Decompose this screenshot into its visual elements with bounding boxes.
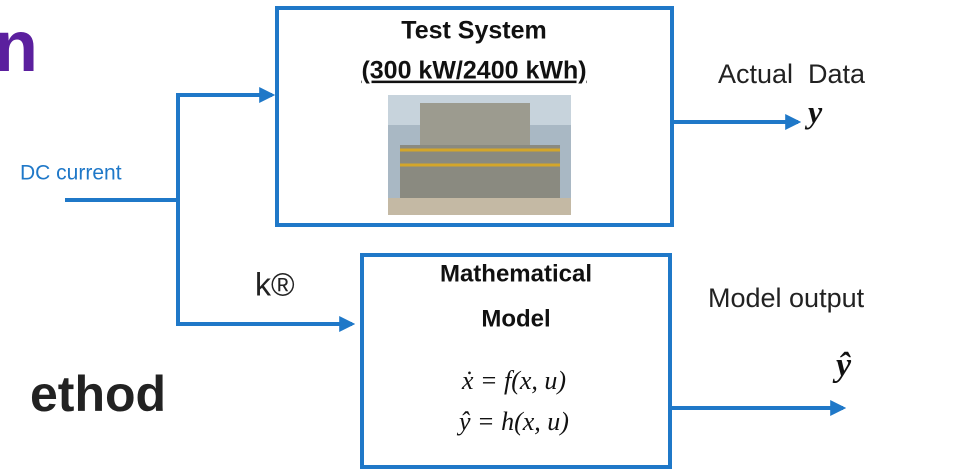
- model-title-2: Model: [481, 305, 550, 332]
- model-title-1: Mathematical: [440, 260, 592, 287]
- state-equation: ẋ = f(x, u): [461, 366, 566, 395]
- output-equation: ŷ = h(x, u): [456, 407, 569, 436]
- system-photo: [388, 95, 571, 215]
- model-output-label: Model output: [708, 283, 865, 313]
- cropped-text: k®: [255, 266, 295, 302]
- model-output-symbol: ŷ: [832, 347, 852, 384]
- model-box: [360, 253, 672, 469]
- cropped-title: n: [0, 7, 38, 87]
- system-subtitle: (300 kW/2400 kWh): [361, 57, 586, 85]
- actual-symbol: y: [804, 93, 823, 129]
- input-label: DC current: [20, 162, 122, 185]
- system-title: Test System: [401, 17, 546, 45]
- cropped-heading: ethod: [30, 366, 166, 422]
- actual-label: Actual Data: [718, 59, 866, 89]
